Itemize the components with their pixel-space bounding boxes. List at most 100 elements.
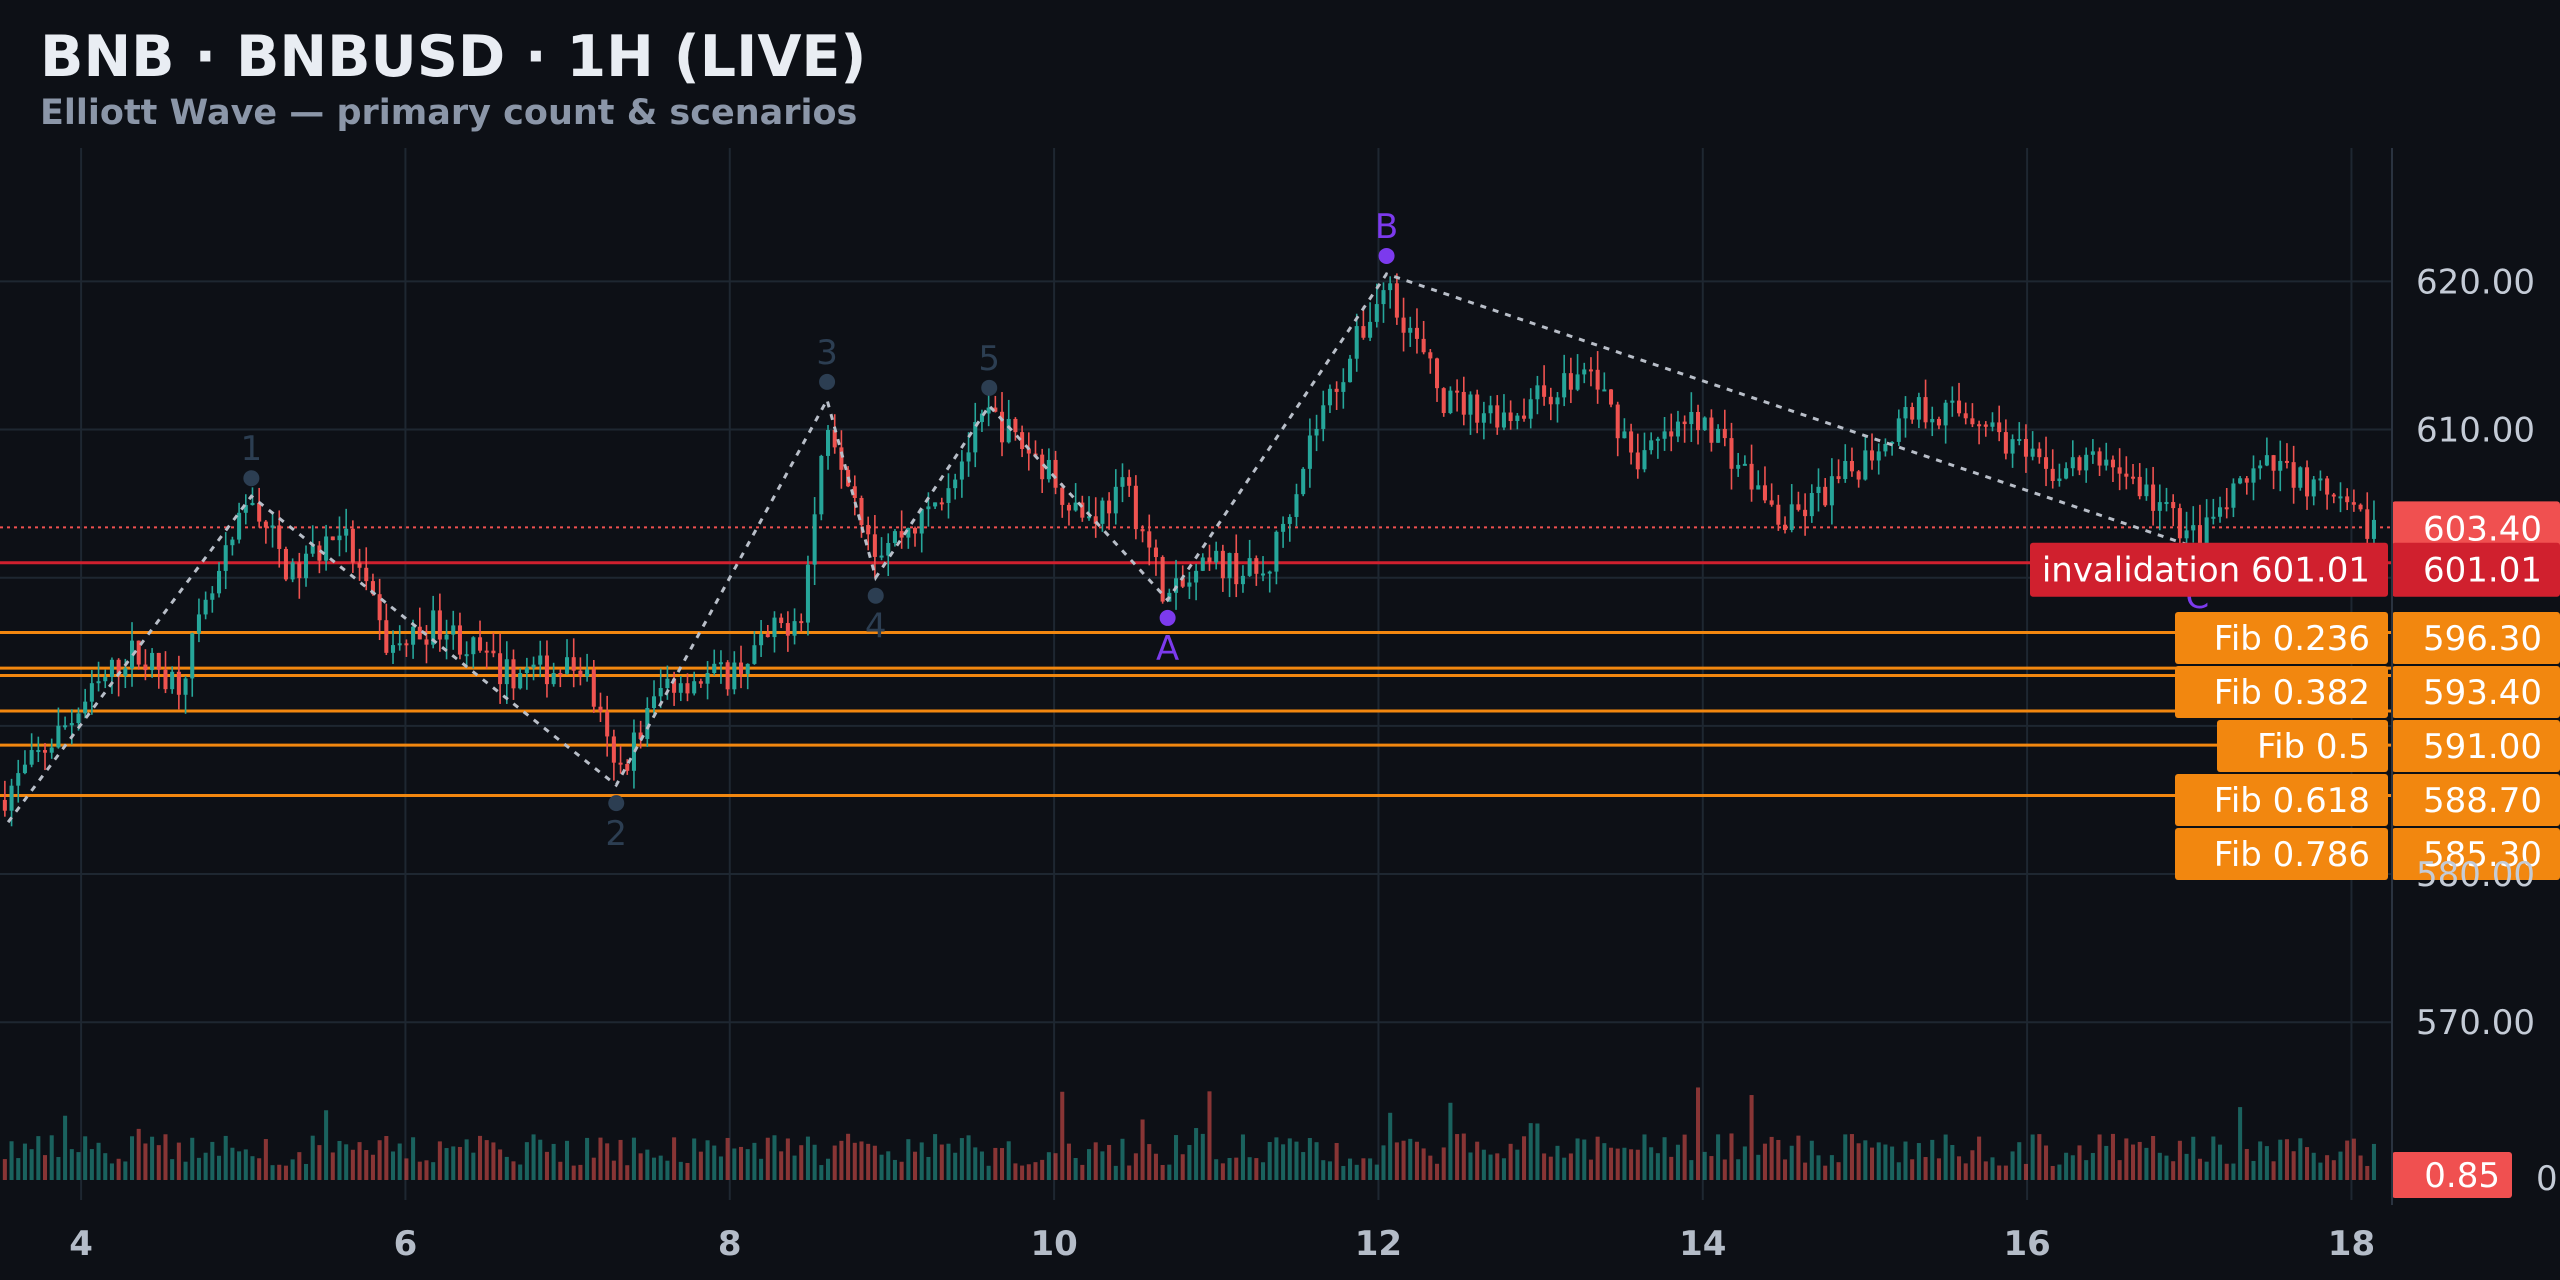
volume-bar — [792, 1155, 797, 1180]
candle-body — [2197, 525, 2202, 552]
volume-bar — [1187, 1144, 1192, 1180]
volume-bar — [1261, 1162, 1266, 1180]
volume-bar — [156, 1145, 161, 1180]
volume-bar — [1555, 1145, 1560, 1180]
volume-bar — [1294, 1141, 1299, 1180]
volume-bar — [1388, 1112, 1393, 1180]
candle-body — [170, 671, 175, 690]
volume-bar — [2131, 1144, 2136, 1180]
candle-body — [464, 654, 469, 657]
volume-bar — [866, 1143, 871, 1180]
volume-bar — [1174, 1135, 1179, 1180]
candle-body — [1615, 404, 1620, 439]
volume-bar — [959, 1138, 964, 1180]
candle-body — [1916, 397, 1921, 420]
volume-bar — [1006, 1141, 1011, 1180]
fib-ratio-tag-bg — [2175, 828, 2388, 880]
volume-bar — [2298, 1138, 2303, 1180]
candle-body — [1736, 464, 1741, 469]
volume-bar — [1823, 1165, 1828, 1180]
candle-body — [1669, 431, 1674, 437]
volume-bar — [2231, 1163, 2236, 1180]
candle-body — [605, 711, 610, 737]
candle-body — [1066, 504, 1071, 511]
volume-bar — [337, 1140, 342, 1180]
candle-body — [210, 593, 215, 600]
volume-bar — [819, 1165, 824, 1180]
volume-bar — [1602, 1143, 1607, 1180]
volume-bar — [1354, 1164, 1359, 1180]
candle-body — [1020, 432, 1025, 449]
volume-bar — [1020, 1165, 1025, 1180]
volume-bar — [1435, 1163, 1440, 1180]
volume-bar — [879, 1154, 884, 1180]
volume-bar — [196, 1157, 201, 1180]
candle-body — [625, 764, 630, 771]
candle-body — [451, 625, 456, 635]
volume-bar — [739, 1146, 744, 1180]
volume-bar — [1528, 1123, 1533, 1180]
candle-body — [150, 652, 155, 671]
volume-bar — [1669, 1156, 1674, 1180]
candle-body — [531, 664, 536, 668]
candle-body — [1147, 531, 1152, 548]
volume-bar — [625, 1165, 630, 1180]
candle-body — [678, 683, 683, 693]
candle-body — [1963, 413, 1968, 419]
volume-bar — [1836, 1162, 1841, 1180]
volume-bar — [1147, 1144, 1152, 1180]
candle-body — [1923, 397, 1928, 423]
candle-body — [1890, 441, 1895, 444]
volume-bar — [1267, 1142, 1272, 1180]
candle-body — [109, 659, 114, 677]
candle-body — [1000, 411, 1005, 443]
candle-body — [303, 553, 309, 579]
candle-body — [578, 670, 583, 677]
volume-bar — [1923, 1157, 1928, 1180]
volume-bar — [1455, 1134, 1460, 1180]
candle-body — [123, 668, 128, 676]
candle-body — [511, 659, 516, 689]
volume-bar — [705, 1140, 710, 1180]
candle-body — [1301, 468, 1306, 495]
candle-body — [819, 455, 824, 515]
volume-bar — [1314, 1142, 1319, 1180]
volume-bar — [1863, 1140, 1868, 1180]
candle-body — [370, 581, 375, 595]
volume-bar — [444, 1148, 449, 1180]
candle-body — [1823, 486, 1828, 506]
volume-bar — [1783, 1159, 1788, 1180]
candle-body — [759, 634, 764, 646]
candle-body — [1361, 326, 1366, 338]
candle-body — [1943, 402, 1948, 426]
fib-ratio-tag-text: Fib 0.786 — [2214, 835, 2370, 875]
invalidation-price-tag: 601.01 — [2392, 542, 2560, 597]
volume-bar — [2284, 1139, 2289, 1180]
candle-body — [1060, 487, 1065, 505]
candle-body — [2050, 468, 2055, 481]
fib-price-tag-bg — [2392, 666, 2560, 718]
volume-bar — [1441, 1147, 1446, 1180]
volume-bar — [1662, 1137, 1667, 1180]
volume-bar — [2325, 1155, 2330, 1180]
wave-label: 5 — [978, 339, 1000, 379]
volume-bar — [1796, 1135, 1801, 1180]
candle-body — [1495, 405, 1500, 428]
candle-body — [1896, 418, 1901, 442]
volume-bar — [1200, 1133, 1205, 1180]
volume-bar — [83, 1136, 88, 1180]
volume-bar — [1133, 1153, 1138, 1180]
candle-body — [1957, 400, 1962, 414]
volume-bar — [1468, 1152, 1473, 1180]
candle-body — [1642, 450, 1647, 470]
candle-body — [2017, 438, 2022, 441]
volume-bar — [1983, 1161, 1988, 1180]
candle-body — [1709, 417, 1714, 443]
volume-bar — [2264, 1146, 2269, 1180]
volume-bar — [1749, 1095, 1754, 1180]
volume-bar — [1689, 1160, 1694, 1180]
candle-body — [906, 527, 911, 538]
candle-body — [163, 669, 168, 690]
candle-body — [2077, 457, 2082, 471]
